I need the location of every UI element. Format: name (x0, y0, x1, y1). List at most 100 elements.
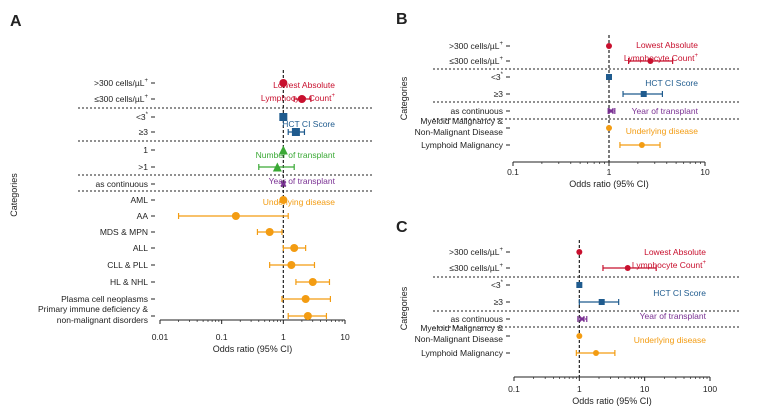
x-axis-label: Odds ratio (95% CI) (572, 396, 652, 406)
point-estimate (280, 180, 287, 188)
point-estimate (606, 43, 612, 49)
point-estimate (647, 58, 654, 64)
y-axis-label: Categories (9, 173, 19, 217)
row-label: ≤300 cells/µL+ (449, 263, 503, 273)
row-label: AA (137, 211, 149, 221)
row-label: Myeloid Malignancy & Non-Malignant Diseas… (415, 323, 504, 344)
point-estimate (640, 91, 647, 97)
row-label-text: >300 cells/µL (449, 41, 500, 51)
row-label: Lymphoid Malignancy (421, 348, 504, 358)
group-label: Year of transplant (632, 106, 699, 116)
point-estimate (607, 107, 615, 115)
row-label: 1 (143, 145, 148, 155)
point-estimate (278, 145, 288, 155)
group-label-superscript: + (331, 93, 335, 99)
x-tick-label: 0.1 (216, 332, 228, 342)
point-estimate (593, 350, 600, 356)
x-tick-label: 1 (281, 332, 286, 342)
row-label-text: as continuous (451, 314, 503, 324)
point-estimate (290, 244, 299, 252)
row-label-line: Non-Malignant Disease (415, 334, 504, 344)
y-axis-label: Categories (399, 286, 409, 330)
row-label: as continuous (96, 179, 148, 189)
row-label: as continuous (451, 314, 503, 324)
row-label-text: ≥3 (139, 127, 149, 137)
row-label: Lymphoid Malignancy (421, 140, 504, 150)
point-estimate (578, 315, 586, 323)
row-label-text: ALL (133, 243, 148, 253)
group-label-line: Lowest Absolute (644, 247, 706, 257)
row-label-superscript: + (144, 94, 148, 100)
x-tick-label: 10 (340, 332, 350, 342)
row-label-text: >1 (138, 162, 148, 172)
row-label-superscript: * (501, 280, 504, 286)
point-estimate (272, 162, 282, 172)
panel-b: B Categories 0.1 1 10 Odds ratio (95% CI) Lowe… (396, 11, 740, 189)
x-tick-label: 1 (607, 167, 612, 177)
point-estimate (624, 265, 631, 271)
row-label: Primary immune deficiency & non-malignant… (38, 304, 148, 325)
point-estimate (638, 142, 645, 148)
row-label: ≥3 (494, 297, 504, 307)
row-label-text: as continuous (451, 106, 503, 116)
row-label-text: Plasma cell neoplasms (61, 294, 148, 304)
row-label-text: <3 (491, 280, 501, 290)
group-label: HCT CI Score (282, 119, 335, 129)
group-label-line: Lymphocyte Count (261, 93, 332, 103)
row-label: Plasma cell neoplasms (61, 294, 148, 304)
group-label-line: Lymphocyte Count (632, 260, 703, 270)
row-label: ≥3 (139, 127, 149, 137)
row-label-text: HL & NHL (110, 277, 148, 287)
row-label: <3* (491, 280, 504, 290)
row-label-line: Myeloid Malignancy & (420, 116, 503, 126)
row-label: <3* (136, 112, 149, 122)
row-label-superscript: + (499, 56, 503, 62)
row-label-superscript: + (499, 247, 503, 253)
row-label: <3* (491, 72, 504, 82)
row-label-line: Myeloid Malignancy & (420, 323, 503, 333)
x-tick-label: 10 (700, 167, 710, 177)
group-label: Underlying disease (634, 335, 707, 345)
row-label: Myeloid Malignancy & Non-Malignant Diseas… (415, 116, 504, 137)
y-axis-label: Categories (399, 76, 409, 120)
group-label-line: Lowest Absolute (273, 80, 335, 90)
row-label-text: <3 (491, 72, 501, 82)
point-estimate (297, 95, 306, 103)
row-label-text: AA (137, 211, 149, 221)
point-estimate (576, 249, 583, 255)
row-label-text: CLL & PLL (107, 260, 148, 270)
row-label: AML (131, 195, 149, 205)
row-label-text: ≥3 (494, 89, 504, 99)
point-estimate (308, 278, 317, 286)
row-label-superscript: + (499, 41, 503, 47)
point-estimate (279, 196, 288, 204)
group-label: Year of transplant (269, 176, 336, 186)
point-estimate (606, 125, 612, 131)
group-label: Year of transplant (640, 311, 707, 321)
panel-c: C Categories 0.1 1 10 100 Odds ratio (95% CI) L… (396, 219, 740, 406)
group-label-superscript: + (694, 53, 698, 59)
row-label: MDS & MPN (100, 227, 148, 237)
row-label-text: AML (131, 195, 149, 205)
group-label-line: Lymphocyte Count (624, 53, 695, 63)
row-label: >300 cells/µL+ (94, 78, 149, 88)
group-label: Underlying disease (263, 197, 336, 207)
row-label: ≥3 (494, 89, 504, 99)
x-tick-label: 0.1 (507, 167, 519, 177)
row-label: HL & NHL (110, 277, 148, 287)
row-label-text: ≤300 cells/µL (449, 263, 499, 273)
row-label-superscript: * (146, 112, 149, 118)
point-estimate (231, 212, 240, 220)
row-label-text: 1 (143, 145, 148, 155)
row-label: ≤300 cells/µL+ (449, 56, 503, 66)
group-label: Lowest Absolute Lymphocyte Count+ (624, 40, 699, 63)
row-label-line: Non-Malignant Disease (415, 127, 504, 137)
row-label-text: Lymphoid Malignancy (421, 348, 504, 358)
x-axis-label: Odds ratio (95% CI) (569, 179, 649, 189)
row-label-text: ≥3 (494, 297, 504, 307)
x-axis-label: Odds ratio (95% CI) (213, 344, 293, 354)
group-label: Number of transplant (256, 150, 336, 160)
point-estimate (576, 282, 583, 288)
row-label: >300 cells/µL+ (449, 247, 504, 257)
